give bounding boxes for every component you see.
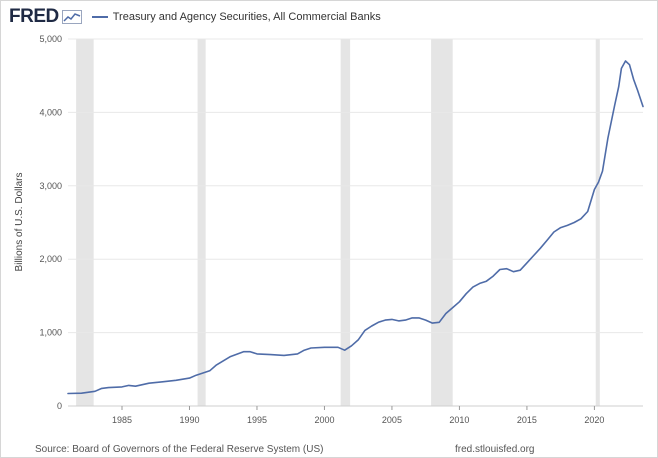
y-tick-label-5: 5,000 (39, 34, 62, 44)
legend: Treasury and Agency Securities, All Comm… (91, 11, 381, 23)
source-note: Source: Board of Governors of the Federa… (35, 444, 324, 455)
chart-header: FRED Treasury and Agency Securities, All… (9, 6, 381, 28)
x-tick-label-5: 2010 (449, 415, 469, 425)
series-layer (67, 60, 644, 395)
x-tick-label-3: 2000 (314, 415, 334, 425)
recession-bands (76, 39, 600, 406)
y-tick-label-0: 0 (57, 401, 62, 411)
recession-band-2 (340, 39, 351, 406)
recession-band-0 (76, 39, 94, 406)
x-tick-label-4: 2005 (382, 415, 402, 425)
fred-logo[interactable]: FRED (9, 6, 59, 27)
recession-band-1 (197, 39, 206, 406)
x-tick-label-7: 2020 (584, 415, 604, 425)
legend-swatch (91, 16, 108, 18)
logo-graph-icon (61, 10, 82, 24)
y-tick-label-1: 1,000 (39, 328, 62, 338)
x-tick-label-1: 1990 (179, 415, 199, 425)
x-tick-label-2: 1995 (247, 415, 267, 425)
y-tick-label-4: 4,000 (39, 107, 62, 117)
y-axis-label: Billions of U.S. Dollars (14, 173, 25, 272)
y-tick-label-3: 3,000 (39, 181, 62, 191)
series-line-0 (67, 60, 644, 395)
gridlines (68, 38, 643, 334)
legend-label: Treasury and Agency Securities, All Comm… (112, 11, 381, 23)
y-tick-label-2: 2,000 (39, 254, 62, 264)
x-tick-label-0: 1985 (112, 415, 132, 425)
site-link[interactable]: fred.stlouisfed.org (455, 444, 535, 455)
axes: 0 1,000 2,000 3,000 4,000 5,000 1985 1990 1995 20… (39, 34, 643, 425)
recession-band-3 (431, 39, 453, 406)
x-tick-label-6: 2015 (517, 415, 537, 425)
recession-band-4 (595, 39, 600, 406)
